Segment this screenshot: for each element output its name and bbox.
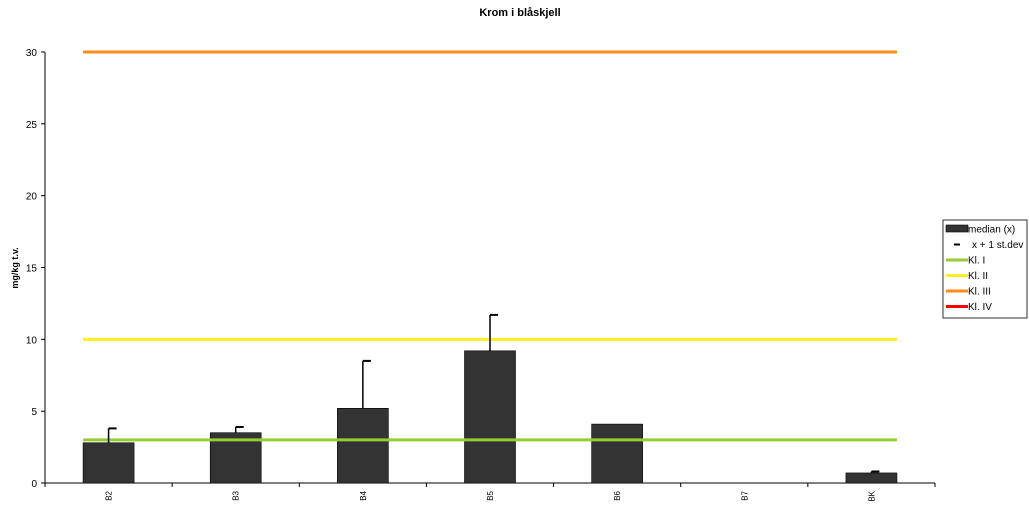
bar — [845, 472, 898, 484]
y-tick-label: 20 — [26, 192, 38, 203]
x-tick-label: B6 — [613, 490, 622, 500]
x-tick-label: B7 — [740, 490, 749, 500]
y-tick-label: 5 — [31, 407, 37, 418]
y-axis-label: mg/kg t.v. — [10, 247, 20, 288]
legend-label: Kl. II — [968, 271, 988, 282]
bar — [337, 407, 389, 484]
legend-label: x + 1 st.dev — [972, 240, 1023, 251]
legend: median (x) x + 1 st.dev Kl. I Kl. II Kl. III… — [942, 219, 1028, 319]
legend-label: Kl. III — [968, 287, 991, 298]
y-tick-label: 10 — [26, 335, 38, 346]
bar — [82, 442, 135, 484]
chart-title: Krom i blåskjell — [479, 7, 560, 19]
legend-swatch — [945, 224, 969, 233]
legend-label: median (x) — [968, 225, 1015, 236]
bar — [464, 350, 516, 484]
y-tick-label: 30 — [26, 48, 38, 59]
y-tick-label: 15 — [26, 264, 38, 275]
y-tick-label: 25 — [26, 120, 38, 131]
x-tick-label: B3 — [232, 490, 241, 500]
x-tick-label: B5 — [486, 490, 495, 500]
bar — [591, 423, 643, 484]
legend-label: Kl. IV — [968, 302, 992, 313]
legend-box — [942, 219, 1028, 319]
plot-area: 0 5 10 15 20 25 30 B2 B3 B4 B5 B6 B7 BK — [26, 48, 936, 502]
legend-label: Kl. I — [968, 256, 985, 267]
x-tick-label: B2 — [105, 490, 114, 500]
x-tick-label: B4 — [359, 490, 368, 500]
x-tick-label: BK — [867, 490, 876, 501]
y-tick-label: 0 — [31, 479, 37, 490]
